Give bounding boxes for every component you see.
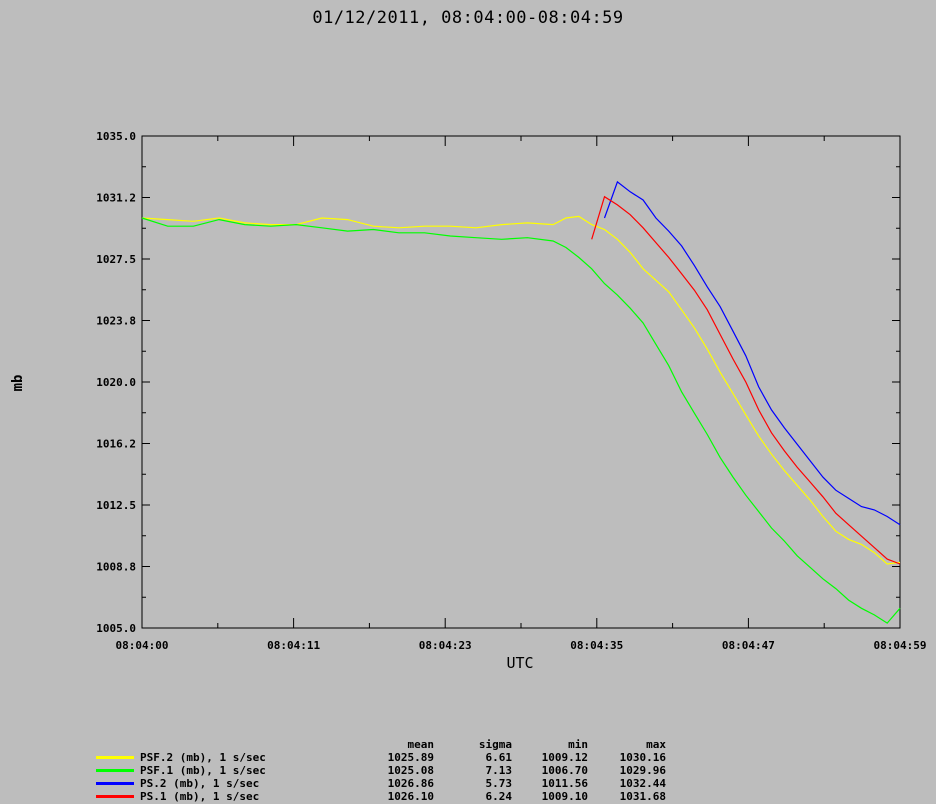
stat-max: 1029.96	[619, 764, 666, 777]
y-tick-label: 1035.0	[96, 130, 136, 143]
x-tick-label: 08:04:59	[874, 639, 927, 652]
stat-min: 1009.10	[541, 790, 588, 803]
series-line-3	[591, 195, 901, 565]
plot-area	[141, 135, 901, 629]
y-tick-label: 1031.2	[96, 192, 136, 205]
stat-sigma: 6.24	[485, 790, 513, 803]
y-tick-label: 1016.2	[96, 438, 136, 451]
y-tick-label: 1023.8	[96, 315, 136, 328]
series-name: PSF.2 (mb), 1 s/sec	[140, 751, 266, 764]
legend-table: mean sigma min max PSF.2 (mb), 1 s/sec 1…	[96, 738, 666, 803]
y-tick-label: 1020.0	[96, 376, 136, 389]
series-name: PSF.1 (mb), 1 s/sec	[140, 764, 266, 777]
header-max: max	[646, 738, 666, 751]
x-tick-label: 08:04:35	[570, 639, 623, 652]
stat-min: 1009.12	[541, 751, 588, 764]
legend-row: PS.1 (mb), 1 s/sec 1026.10 6.24 1009.10 …	[96, 790, 666, 803]
series-lines	[141, 180, 901, 624]
y-tick-label: 1012.5	[96, 499, 136, 512]
header-min: min	[568, 738, 588, 751]
x-axis: 08:04:00 08:04:11 08:04:23 08:04:35 08:04:47…	[116, 136, 927, 652]
legend-row: PSF.2 (mb), 1 s/sec 1025.89 6.61 1009.12…	[96, 751, 666, 764]
x-tick-label: 08:04:23	[419, 639, 472, 652]
y-tick-label: 1005.0	[96, 622, 136, 635]
series-name: PS.2 (mb), 1 s/sec	[140, 777, 260, 790]
x-tick-label: 08:04:47	[722, 639, 775, 652]
header-sigma: sigma	[478, 738, 512, 751]
stat-mean: 1026.86	[387, 777, 434, 790]
legend-row: PS.2 (mb), 1 s/sec 1026.86 5.73 1011.56 …	[96, 777, 666, 790]
y-tick-label: 1027.5	[96, 253, 136, 266]
series-line-0	[141, 215, 901, 565]
x-tick-label: 08:04:11	[267, 639, 320, 652]
chart-title: 01/12/2011, 08:04:00-08:04:59	[312, 8, 624, 28]
legend-header: mean sigma min max	[96, 738, 667, 751]
legend-swatch	[96, 756, 134, 759]
stat-max: 1032.44	[619, 777, 666, 790]
series-name: PS.1 (mb), 1 s/sec	[140, 790, 260, 803]
stat-min: 1011.56	[541, 777, 588, 790]
stat-mean: 1025.08	[387, 764, 434, 777]
legend-swatch	[96, 782, 134, 785]
legend-row: PSF.1 (mb), 1 s/sec 1025.08 7.13 1006.70…	[96, 764, 666, 777]
stat-mean: 1025.89	[387, 751, 434, 764]
series-line-2	[603, 180, 901, 526]
stat-max: 1031.68	[619, 790, 666, 803]
legend-swatch	[96, 795, 134, 798]
y-tick-label: 1008.8	[96, 561, 136, 574]
legend-swatch	[96, 769, 134, 772]
series-line-1	[141, 217, 901, 624]
x-axis-label: UTC	[506, 654, 533, 672]
y-axis-label: mb	[10, 375, 26, 392]
x-tick-label: 08:04:00	[116, 639, 169, 652]
stat-sigma: 6.61	[485, 751, 513, 764]
stat-sigma: 5.73	[485, 777, 513, 790]
line-chart: 1005.0 1008.8 1012.5 1016.2 1020.0 1023.8 1027…	[10, 130, 927, 672]
stat-min: 1006.70	[541, 764, 588, 777]
y-axis: 1005.0 1008.8 1012.5 1016.2 1020.0 1023.8 1027…	[96, 130, 900, 635]
header-mean: mean	[407, 738, 435, 751]
stat-sigma: 7.13	[485, 764, 513, 777]
stat-mean: 1026.10	[387, 790, 434, 803]
stat-max: 1030.16	[619, 751, 666, 764]
